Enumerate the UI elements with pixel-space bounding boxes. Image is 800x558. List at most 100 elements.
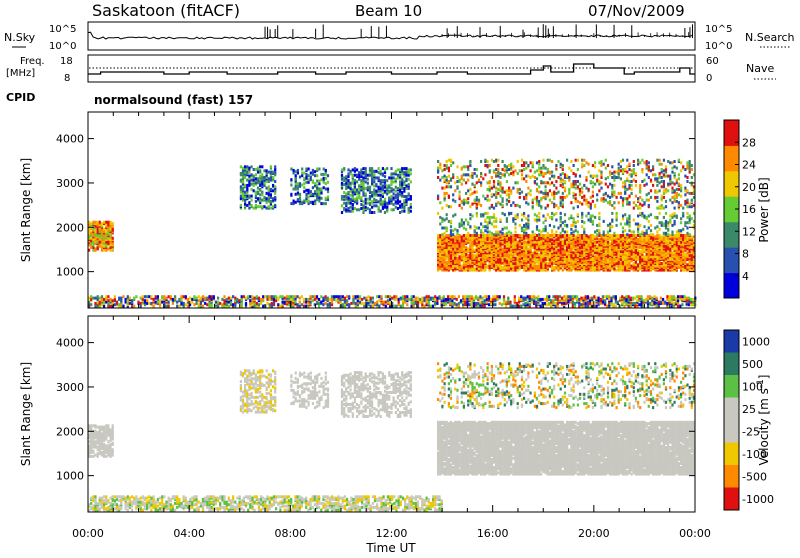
heatmap-cell: [242, 187, 244, 190]
heatmap-cell: [355, 302, 357, 305]
heatmap-cell: [484, 251, 486, 254]
cpid-label: CPID: [6, 91, 35, 104]
heatmap-cell: [198, 295, 200, 298]
heatmap-cell: [165, 305, 167, 308]
heatmap-cell: [256, 302, 258, 305]
heatmap-cell: [573, 263, 575, 266]
heatmap-cell: [323, 202, 325, 205]
heatmap-cell: [386, 202, 388, 205]
heatmap-cell: [116, 301, 118, 304]
heatmap-cell: [608, 295, 610, 298]
heatmap-cell: [268, 205, 270, 208]
heatmap-cell: [305, 176, 307, 179]
heatmap-cell: [90, 231, 92, 234]
heatmap-cell: [610, 297, 612, 300]
heatmap-cell: [362, 204, 364, 207]
heatmap-cell: [527, 247, 529, 250]
heatmap-cell: [386, 192, 388, 195]
heatmap-cell: [301, 172, 303, 175]
heatmap-cell: [148, 302, 150, 305]
heatmap-cell: [631, 234, 633, 237]
heatmap-cell: [146, 302, 148, 305]
heatmap-cell: [380, 295, 382, 298]
heatmap-cell: [388, 176, 390, 179]
heatmap-cell: [110, 241, 112, 244]
heatmap-cell: [360, 183, 362, 186]
heatmap-cell: [514, 298, 516, 301]
heatmap-cell: [542, 258, 544, 261]
heatmap-cell: [446, 261, 448, 264]
heatmap-cell: [368, 303, 370, 306]
heatmap-cell: [259, 169, 261, 172]
heatmap-cell: [421, 303, 423, 306]
heatmap-cell: [320, 197, 322, 200]
heatmap-cell: [403, 167, 405, 170]
heatmap-cell: [557, 298, 559, 301]
heatmap-cell: [270, 176, 272, 179]
heatmap-cell: [352, 210, 354, 213]
heatmap-cell: [395, 178, 397, 181]
heatmap-cell: [533, 295, 535, 298]
heatmap-cell: [408, 198, 410, 201]
heatmap-cell: [654, 235, 656, 238]
heatmap-cell: [641, 262, 643, 265]
heatmap-cell: [616, 269, 618, 272]
heatmap-cell: [624, 234, 626, 237]
heatmap-cell: [380, 198, 382, 201]
heatmap-cell: [262, 305, 264, 308]
heatmap-cell: [660, 301, 662, 304]
heatmap-cell: [540, 241, 542, 244]
heatmap-cell: [686, 297, 688, 300]
heatmap-cell: [251, 295, 253, 298]
heatmap-cell: [553, 251, 555, 254]
heatmap-cell: [514, 234, 516, 237]
heatmap-cell: [372, 297, 374, 300]
heatmap-cell: [371, 167, 373, 170]
heatmap-cell: [97, 221, 99, 224]
heatmap-cell: [325, 173, 327, 176]
heatmap-cell: [274, 192, 276, 195]
heatmap-cell: [337, 299, 339, 302]
heatmap-cell: [323, 168, 325, 171]
heatmap-cell: [410, 203, 412, 206]
heatmap-cell: [663, 237, 665, 240]
heatmap-cell: [583, 297, 585, 300]
heatmap-cell: [383, 303, 385, 306]
heatmap-cell: [619, 297, 621, 300]
heatmap-cell: [555, 295, 557, 298]
heatmap-cell: [649, 302, 651, 305]
heatmap-cell: [578, 298, 580, 301]
heatmap-cell: [308, 181, 310, 184]
heatmap-cell: [432, 297, 434, 300]
heatmap-cell: [458, 305, 460, 308]
heatmap-cell: [380, 179, 382, 182]
heatmap-cell: [303, 186, 305, 189]
heatmap-cell: [185, 295, 187, 298]
heatmap-cell: [343, 202, 345, 205]
heatmap-cell: [598, 266, 600, 269]
heatmap-cell: [544, 302, 546, 305]
heatmap-cell: [373, 204, 375, 207]
heatmap-cell: [405, 174, 407, 177]
heatmap-cell: [299, 193, 301, 196]
heatmap-cell: [290, 295, 292, 298]
heatmap-cell: [474, 254, 476, 257]
heatmap-cell: [251, 204, 253, 207]
heatmap-cell: [518, 301, 520, 304]
heatmap-cell: [643, 299, 645, 302]
heatmap-cell: [441, 297, 443, 300]
heatmap-cell: [637, 238, 639, 241]
heatmap-cell: [507, 297, 509, 300]
heatmap-cell: [343, 179, 345, 182]
heatmap-cell: [669, 243, 671, 246]
heatmap-cell: [652, 245, 654, 248]
heatmap-cell: [288, 295, 290, 298]
heatmap-cell: [310, 190, 312, 193]
heatmap-cell: [354, 179, 356, 182]
heatmap-cell: [527, 238, 529, 241]
heatmap-cell: [361, 302, 363, 305]
heatmap-cell: [397, 168, 399, 171]
heatmap-cell: [103, 221, 105, 224]
heatmap-cell: [243, 295, 245, 298]
heatmap-cell: [523, 246, 525, 249]
